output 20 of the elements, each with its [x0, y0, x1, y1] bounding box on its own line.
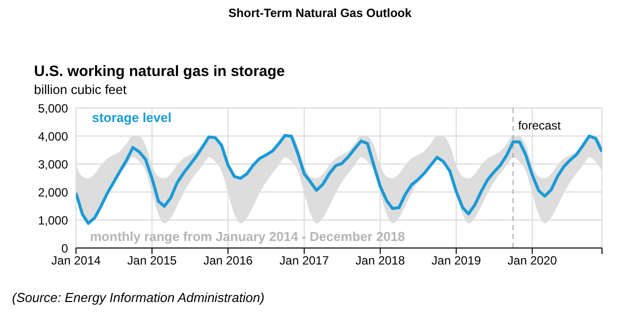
x-tick-label: Jan 2016: [203, 254, 254, 268]
y-axis-title: billion cubic feet: [34, 82, 126, 97]
x-tick-label: Jan 2019: [432, 254, 482, 268]
x-tick-label: Jan 2020: [508, 254, 558, 268]
y-tick-label: 1,000: [38, 213, 68, 228]
y-tick-label: 0: [61, 241, 68, 256]
annotation: monthly range from January 2014 - December 2018: [90, 229, 406, 244]
chart-title: Short-Term Natural Gas Outlook: [227, 6, 413, 20]
y-tick-label: 3,000: [38, 157, 68, 172]
chart-subtitle: U.S. working natural gas in storage: [34, 63, 285, 80]
y-tick-label: 4,000: [38, 129, 68, 144]
x-tick-label: Jan 2018: [356, 254, 406, 268]
y-tick-label: 5,000: [38, 101, 68, 116]
x-tick-label: Jan 2015: [127, 254, 178, 268]
y-tick-label: 2,000: [38, 185, 68, 200]
ref-line-label: forecast: [518, 118, 562, 133]
text: storage level: [92, 110, 172, 125]
text: (Source: Energy Information Administration): [12, 290, 264, 305]
x-tick-label: Jan 2017: [280, 254, 330, 268]
x-tick-label: Jan 2014: [51, 254, 102, 268]
